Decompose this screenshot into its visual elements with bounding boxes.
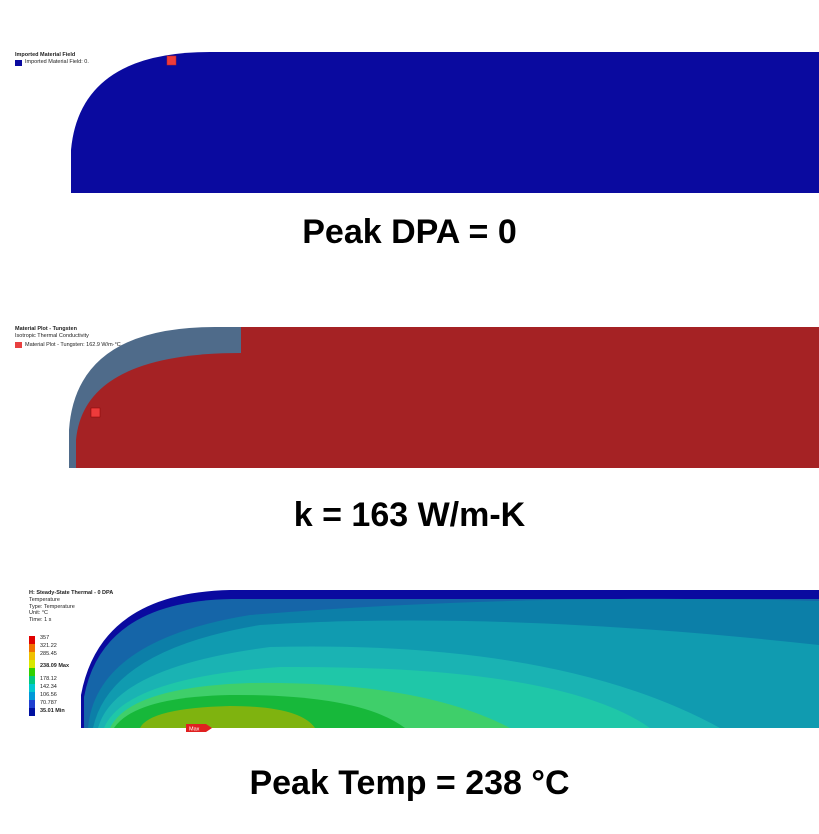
legend-swatch <box>15 59 22 66</box>
temperature-legend: H: Steady-State Thermal - 0 DPA Temperat… <box>29 590 113 623</box>
contour-band-peak <box>140 706 315 728</box>
legend-item: Imported Material Field: 0. <box>15 59 89 66</box>
legend-line-3: Unit: °C <box>29 610 49 616</box>
temperature-panel: Max H: Steady-State Thermal - 0 DPA Temp… <box>0 585 819 735</box>
scale-swatch <box>29 700 35 708</box>
legend-item-label: Imported Material Field: 0. <box>25 59 89 65</box>
scale-label: 321.22 <box>40 643 57 649</box>
scale-label: 106.56 <box>40 692 57 698</box>
legend-line-1: Temperature <box>29 597 60 603</box>
conductivity-caption: k = 163 W/m-K <box>293 496 526 534</box>
scale-label: 178.12 <box>40 676 57 682</box>
legend-subtitle: Isotropic Thermal Conductivity <box>15 333 89 339</box>
legend-line-2: Type: Temperature <box>29 603 75 610</box>
dpa-legend: Imported Material Field Imported Materia… <box>15 52 89 66</box>
dpa-caption: Peak DPA = 0 <box>302 213 517 251</box>
scale-label: 142.34 <box>40 684 57 690</box>
tungsten-body <box>76 353 819 468</box>
scale-swatch <box>29 652 35 660</box>
legend-title: Imported Material Field <box>15 52 76 58</box>
tungsten-shell-inner-corner <box>241 327 819 353</box>
probe-marker <box>90 407 101 418</box>
scale-swatch <box>29 692 35 700</box>
scale-swatch <box>29 668 35 676</box>
scale-label: 285.45 <box>40 651 57 657</box>
legend-title: H: Steady-State Thermal - 0 DPA <box>29 590 114 596</box>
scale-label: 70.787 <box>40 700 57 706</box>
max-tag-label: Max <box>189 727 200 733</box>
scale-label-min: 35.01 Min <box>40 708 65 714</box>
scale-label-max: 238.09 Max <box>40 663 70 669</box>
legend-item: Material Plot - Tungsten: 162.9 W/m·°C <box>15 342 121 349</box>
conductivity-plot <box>69 327 819 468</box>
conductivity-panel: Material Plot - Tungsten Isotropic Therm… <box>0 320 819 480</box>
scale-swatch <box>29 708 35 716</box>
temperature-contour: Max <box>81 590 819 733</box>
dpa-field-shape <box>71 52 819 193</box>
scale-label: 357 <box>40 635 50 641</box>
dpa-panel: Imported Material Field Imported Materia… <box>0 0 819 200</box>
max-tag: Max <box>186 724 212 733</box>
scale-swatch <box>29 636 35 644</box>
legend-line-4: Time: 1 s <box>29 616 52 623</box>
scale-swatch <box>29 644 35 652</box>
legend-title: Material Plot - Tungsten <box>15 326 77 332</box>
legend-swatch <box>15 342 22 348</box>
scale-swatch <box>29 684 35 692</box>
probe-marker <box>166 55 177 66</box>
scale-swatch <box>29 676 35 684</box>
temperature-caption: Peak Temp = 238 °C <box>249 764 570 802</box>
dpa-contour <box>71 52 819 193</box>
legend-item-label: Material Plot - Tungsten: 162.9 W/m·°C <box>25 341 121 348</box>
scale-swatch <box>29 660 35 668</box>
conductivity-legend: Material Plot - Tungsten Isotropic Therm… <box>15 326 121 349</box>
